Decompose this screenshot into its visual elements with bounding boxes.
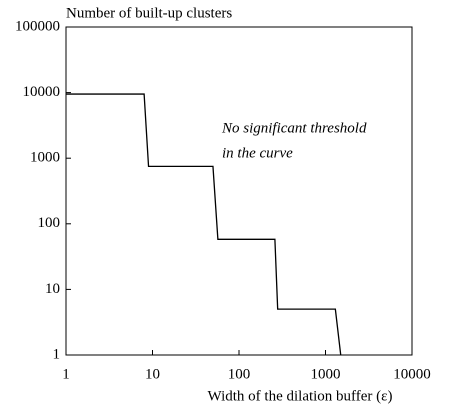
x-axis-label: Width of the dilation buffer (ε) — [208, 388, 393, 404]
y-tick-label: 10000 — [23, 84, 61, 100]
plot-frame — [65, 26, 413, 356]
chart-title: Number of built-up clusters — [66, 5, 232, 21]
annotation: in the curve — [222, 145, 293, 161]
data-line — [66, 93, 342, 356]
y-tick-label: 100 — [38, 215, 61, 231]
y-tick-label: 1 — [53, 346, 61, 362]
x-tick-label: 10000 — [393, 366, 431, 382]
x-tick-label: 1 — [62, 366, 70, 382]
y-tick-label: 1000 — [30, 150, 60, 166]
x-tick-label: 100 — [228, 366, 251, 382]
x-tick-label: 1000 — [311, 366, 341, 382]
annotation: No significant threshold — [221, 120, 367, 136]
x-tick-label: 10 — [145, 366, 160, 382]
y-tick-label: 10 — [45, 281, 60, 297]
y-tick-label: 100000 — [15, 18, 60, 34]
